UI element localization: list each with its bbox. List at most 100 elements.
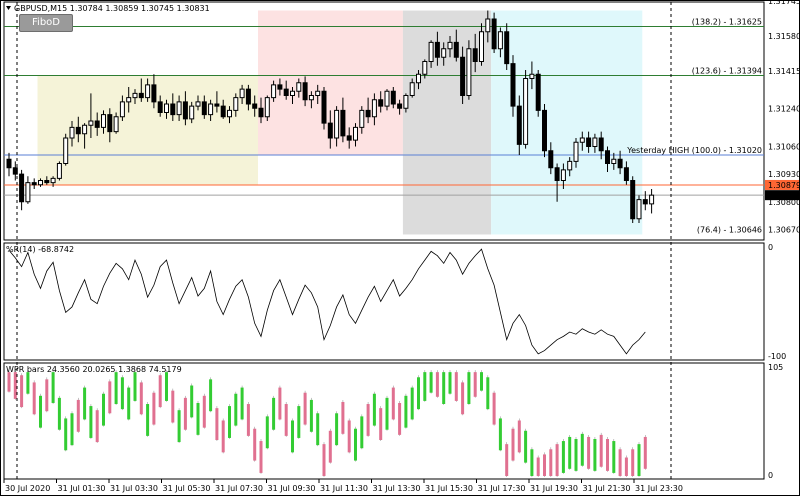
wpr-bar-80 <box>511 428 515 461</box>
candle-28 <box>182 91 188 126</box>
header-triangle-icon <box>6 6 11 10</box>
wpr-bar-99 <box>631 449 635 476</box>
candle-61 <box>390 87 396 109</box>
candle-86 <box>548 142 554 175</box>
time-tick-10: 31 Jul 19:30 <box>530 484 578 493</box>
wpr-bar-78 <box>498 418 502 451</box>
candle-51 <box>327 110 333 149</box>
candle-48 <box>308 91 314 109</box>
wpr-bar-51 <box>328 430 332 463</box>
wpr-bar-21 <box>139 382 143 415</box>
wpr-bar-90 <box>574 439 578 471</box>
wpr-bar-32 <box>209 379 213 412</box>
time-tick-12: 31 Jul 23:30 <box>635 484 683 493</box>
candle-91 <box>579 131 585 151</box>
candle-50 <box>321 87 327 130</box>
candle-34 <box>220 99 226 119</box>
wpr-bar-95 <box>606 439 609 471</box>
candle-19 <box>126 87 132 113</box>
candle-20 <box>132 89 138 104</box>
time-tick-0: 30 Jul 2020 <box>5 484 50 493</box>
wpr-tick-100: -100 <box>768 352 786 361</box>
wpr-bar-8 <box>57 397 61 430</box>
candle-18 <box>119 95 125 121</box>
price-box-label: 1.30831 <box>768 191 800 200</box>
wpr-bar-56 <box>360 416 364 449</box>
wpr-bar-38 <box>246 404 250 436</box>
candle-95 <box>605 146 610 172</box>
wpr-bar-67 <box>429 372 433 393</box>
wpr-bar-74 <box>473 372 477 397</box>
time-tick-9: 31 Jul 17:30 <box>478 484 526 493</box>
candle-64 <box>409 78 415 98</box>
wpr-bar-88 <box>561 441 565 473</box>
candle-7 <box>50 176 56 187</box>
wpr-bar-69 <box>442 372 446 404</box>
candle-10 <box>69 121 75 147</box>
candle-87 <box>554 163 560 202</box>
candle-45 <box>290 87 295 104</box>
candle-22 <box>145 78 151 102</box>
candle-79 <box>504 23 510 70</box>
candle-14 <box>94 112 100 136</box>
candle-60 <box>384 89 390 111</box>
candle-40 <box>258 97 264 124</box>
candle-49 <box>315 84 321 104</box>
wpr-tick-0: 0 <box>768 243 773 252</box>
candle-11 <box>75 116 81 143</box>
candle-66 <box>422 59 428 79</box>
candle-74 <box>472 33 478 73</box>
candle-75 <box>479 23 484 66</box>
wpr-line <box>8 248 646 355</box>
price-tick-1: 1.31580 <box>768 32 800 41</box>
wpr-bar-53 <box>341 401 345 434</box>
candle-72 <box>460 46 466 104</box>
level-label-3: Yesterday HIGH (100.0) - 1.31020 <box>626 146 762 155</box>
candle-3 <box>25 176 31 204</box>
wpr-bar-12 <box>83 387 87 420</box>
candle-73 <box>466 40 472 100</box>
candle-62 <box>397 99 403 115</box>
wpr-bar-28 <box>183 397 187 430</box>
wpr-bar-58 <box>372 393 376 426</box>
candle-82 <box>523 70 529 149</box>
wpr-bar-63 <box>404 395 408 428</box>
wpr-bar-73 <box>467 372 471 404</box>
wpr-bar-91 <box>580 433 584 466</box>
bid-box-label: 1.30879 <box>768 181 800 190</box>
wpr-bar-17 <box>114 372 118 404</box>
candle-84 <box>535 70 541 117</box>
wpr-bar-39 <box>253 428 257 461</box>
fibod-button[interactable]: FiboD <box>19 14 73 32</box>
candle-88 <box>560 163 566 189</box>
wpr-bar-10 <box>70 413 74 446</box>
wpr-bar-1 <box>13 372 17 399</box>
candle-57 <box>365 97 371 124</box>
candle-33 <box>214 91 220 113</box>
wpr-bar-0 <box>7 372 11 392</box>
wpr-bar-44 <box>284 404 288 436</box>
candle-26 <box>170 93 176 121</box>
wpr-bar-93 <box>593 439 597 471</box>
candle-65 <box>416 70 421 90</box>
candle-6 <box>44 176 50 185</box>
candle-70 <box>447 36 453 58</box>
wpr-bar-16 <box>108 381 112 414</box>
wpr-bar-29 <box>190 385 194 418</box>
wpr-bar-57 <box>366 404 370 436</box>
wpr-bar-11 <box>76 399 80 432</box>
price-box <box>765 190 799 201</box>
candle-71 <box>453 29 459 62</box>
time-tick-7: 31 Jul 13:30 <box>373 484 421 493</box>
candle-29 <box>189 101 195 124</box>
candle-36 <box>233 93 239 117</box>
wpr-bar-85 <box>543 454 546 476</box>
wpr-bar-3 <box>26 372 30 394</box>
wpr-bar-48 <box>309 399 313 432</box>
time-tick-5: 31 Jul 09:30 <box>268 484 316 493</box>
wpr-bar-61 <box>391 387 395 420</box>
candle-46 <box>296 78 302 98</box>
wpr-bar-6 <box>45 379 49 412</box>
wpr-bar-19 <box>127 387 131 420</box>
wpr-bar-52 <box>335 413 339 446</box>
